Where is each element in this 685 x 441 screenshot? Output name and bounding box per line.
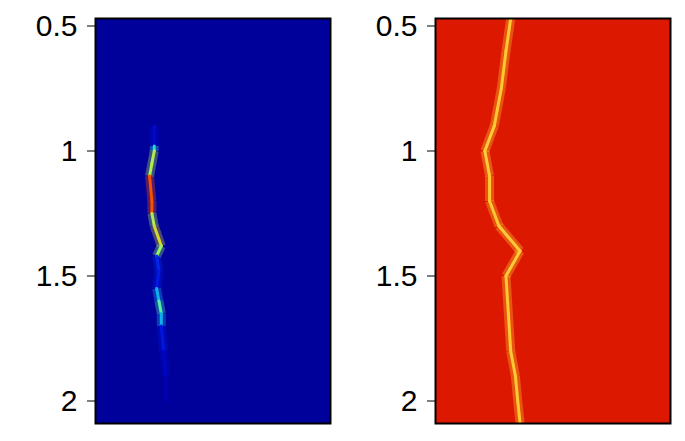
svg-text:1: 1 [61,134,78,167]
svg-text:2: 2 [401,384,418,417]
svg-text:0.5: 0.5 [36,9,78,42]
svg-text:0.5: 0.5 [376,9,418,42]
svg-text:2: 2 [61,384,78,417]
svg-text:1.5: 1.5 [376,259,418,292]
svg-text:1.5: 1.5 [36,259,78,292]
svg-text:1: 1 [401,134,418,167]
